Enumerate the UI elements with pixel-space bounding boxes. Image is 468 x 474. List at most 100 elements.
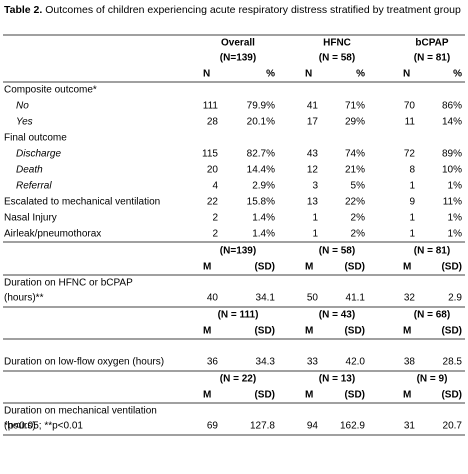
cell: 20	[207, 165, 219, 176]
row-label: Final outcome	[4, 133, 67, 144]
cell: 1%	[448, 181, 463, 192]
cell: 2	[212, 229, 218, 240]
cell: 70	[404, 101, 416, 112]
cell: 10%	[442, 165, 462, 176]
cell: 79.9%	[247, 101, 275, 112]
cell: 32	[404, 293, 416, 304]
group-n: (N = 22)	[220, 374, 256, 385]
stat-label: %	[266, 69, 275, 80]
row-label: Escalated to mechanical ventilation	[4, 197, 160, 208]
stat-label: M	[305, 262, 313, 273]
group-n: (N = 81)	[414, 246, 450, 257]
stat-label: M	[403, 390, 411, 401]
cell: 31	[404, 421, 416, 432]
row-label: Nasal Injury	[4, 213, 57, 224]
cell: 11	[405, 117, 416, 128]
cell: 1.4%	[252, 229, 275, 240]
table-title: Table 2. Outcomes of children experienci…	[4, 3, 466, 17]
stat-label: (SD)	[344, 326, 365, 337]
cell: 17	[307, 117, 319, 128]
stat-label: M	[403, 262, 411, 273]
cell: 41	[307, 101, 319, 112]
stat-label: %	[356, 69, 365, 80]
stat-label: M	[203, 390, 211, 401]
cell: 34.3	[256, 357, 276, 368]
cell: 22	[207, 197, 219, 208]
cell: 43	[307, 149, 319, 160]
cell: 94	[307, 421, 319, 432]
cell: 1	[409, 181, 415, 192]
cell: 115	[202, 149, 218, 160]
stat-label: M	[403, 326, 411, 337]
cell: 4	[212, 181, 218, 192]
stat-label: M	[203, 262, 211, 273]
row-label: (hours)	[4, 421, 36, 432]
group-n: (N = 81)	[414, 53, 450, 64]
stat-label: M	[305, 390, 313, 401]
cell: 20.1%	[247, 117, 275, 128]
cell: 1.4%	[252, 213, 275, 224]
row-label: Yes	[16, 117, 33, 128]
group-name: Overall	[221, 38, 255, 49]
cell: 11%	[443, 197, 462, 208]
cell: 111	[203, 101, 219, 112]
row-label: Duration on low-flow oxygen (hours)	[4, 357, 164, 368]
group-name: HFNC	[323, 38, 351, 49]
cell: 3	[312, 181, 318, 192]
cell: 40	[207, 293, 219, 304]
row-label: Duration on HFNC or bCPAP	[4, 278, 133, 289]
cell: 41.1	[346, 293, 366, 304]
cell: 89%	[442, 149, 462, 160]
row-label: Referral	[16, 181, 52, 192]
stat-label: (SD)	[254, 390, 275, 401]
cell: 34.1	[256, 293, 276, 304]
group-n: (N = 58)	[319, 246, 355, 257]
footnote: *p<0.05; **p<0.01	[4, 421, 83, 432]
group-n: (N = 68)	[414, 310, 450, 321]
group-n: (N = 43)	[319, 310, 355, 321]
group-n: (N=139)	[220, 246, 256, 257]
stat-label: N	[305, 69, 312, 80]
stat-label: (SD)	[344, 390, 365, 401]
row-label: Duration on mechanical ventilation	[4, 406, 157, 417]
cell: 2.9%	[252, 181, 275, 192]
stat-label: (SD)	[441, 390, 462, 401]
cell: 29%	[345, 117, 365, 128]
group-n: (N = 9)	[417, 374, 448, 385]
cell: 33	[307, 357, 319, 368]
cell: 1%	[448, 213, 463, 224]
cell: 2.9	[448, 293, 462, 304]
cell: 21%	[345, 165, 365, 176]
cell: 28	[207, 117, 219, 128]
table-label: Table 2.	[4, 4, 43, 16]
cell: 12	[307, 165, 319, 176]
cell: 38	[404, 357, 416, 368]
stat-label: (SD)	[441, 262, 462, 273]
cell: 14%	[442, 117, 462, 128]
cell: 72	[404, 149, 416, 160]
stat-label: (SD)	[441, 326, 462, 337]
cell: 2%	[351, 213, 366, 224]
cell: 5%	[351, 181, 366, 192]
cell: 1	[312, 213, 318, 224]
row-label: (hours)**	[4, 293, 44, 304]
cell: 82.7%	[247, 149, 275, 160]
cell: 69	[207, 421, 219, 432]
cell: 15.8%	[247, 197, 275, 208]
group-n: (N=139)	[220, 53, 256, 64]
cell: 9	[409, 197, 415, 208]
stat-label: M	[203, 326, 211, 337]
row-label: Composite outcome*	[4, 85, 97, 96]
cell: 50	[307, 293, 319, 304]
row-label: Death	[16, 165, 43, 176]
cell: 127.8	[250, 421, 275, 432]
stat-label: (SD)	[254, 262, 275, 273]
cell: 22%	[345, 197, 365, 208]
stat-label: M	[305, 326, 313, 337]
cell: 36	[207, 357, 219, 368]
cell: 14.4%	[247, 165, 275, 176]
stat-label: (SD)	[344, 262, 365, 273]
cell: 1	[409, 213, 415, 224]
cell: 2	[212, 213, 218, 224]
